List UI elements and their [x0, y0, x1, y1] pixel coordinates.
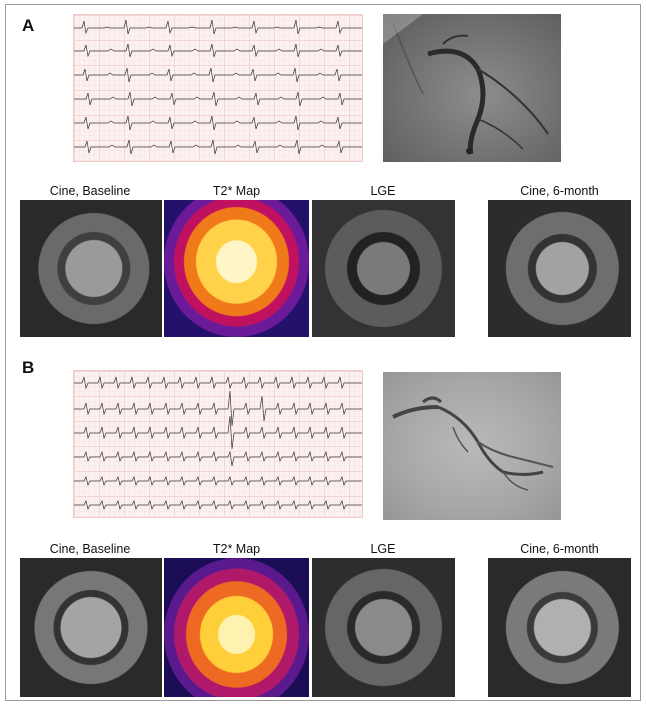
- panel-a-ecg-image: [73, 14, 363, 162]
- panel-a-lge-image: [312, 200, 455, 337]
- panel-b-angiogram-image: [383, 372, 561, 520]
- panel-b-lge-image: [312, 558, 455, 697]
- panel-a-cine-baseline-image: [20, 200, 162, 337]
- panel-b-cine-6month-image: [488, 558, 631, 697]
- panel-a-t2star-map-image: [164, 200, 309, 337]
- panel-b-ecg-image: [73, 370, 363, 518]
- panel-b-cine-baseline-image: [20, 558, 162, 697]
- panel-a-cine-6month-label: Cine, 6-month: [520, 184, 599, 198]
- panel-a-t2star-map-label: T2* Map: [212, 184, 261, 198]
- panel-a-cine-6month-image: [488, 200, 631, 337]
- panel-b-cine-baseline-label: Cine, Baseline: [49, 542, 131, 556]
- panel-a-lge-label: LGE: [370, 184, 396, 198]
- panel-a-letter: A: [22, 16, 35, 35]
- panel-b-lge-label: LGE: [370, 542, 396, 556]
- panel-a-cine-baseline-label: Cine, Baseline: [49, 184, 131, 198]
- panel-b-t2star-map-image: [164, 558, 309, 697]
- panel-a-angiogram-image: [383, 14, 561, 162]
- panel-b-letter: B: [22, 358, 35, 377]
- panel-b-cine-6month-label: Cine, 6-month: [520, 542, 599, 556]
- panel-b-t2star-map-label: T2* Map: [212, 542, 261, 556]
